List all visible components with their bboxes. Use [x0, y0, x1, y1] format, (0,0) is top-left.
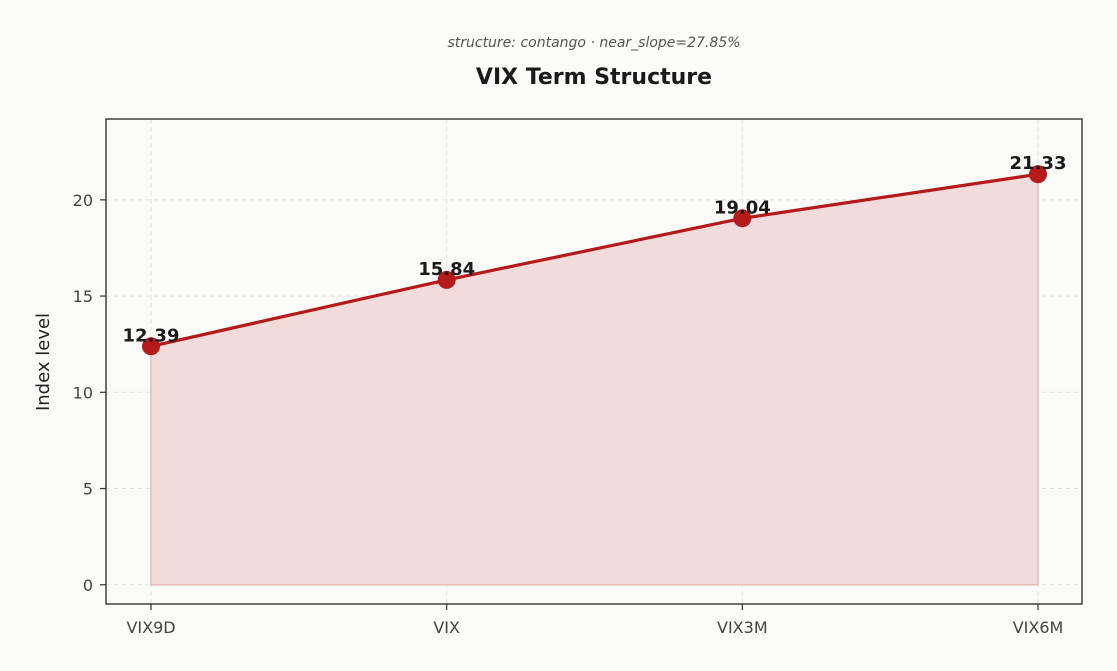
- plot-frame: [105, 118, 1083, 605]
- data-point: [1029, 165, 1047, 184]
- data-label: 15.84: [418, 259, 475, 280]
- chart-subtitle: structure: contango · near_slope=27.85%: [447, 35, 740, 51]
- y-tick-label: 15: [73, 287, 93, 306]
- x-axis: VIX9D VIX VIX3M VIX6M: [126, 604, 1063, 637]
- data-label: 19.04: [714, 197, 771, 218]
- data-point: [437, 270, 456, 289]
- x-tick-label: VIX3M: [717, 618, 768, 637]
- x-tick-label: VIX9D: [126, 618, 175, 637]
- series-line: [150, 172, 1039, 348]
- y-tick-label: 20: [73, 191, 93, 210]
- y-tick-label: 10: [73, 383, 93, 402]
- y-tick-label: 5: [83, 480, 93, 499]
- label-layer: 12.39 15.84 19.04 21.33: [123, 153, 1067, 346]
- data-point: [733, 209, 752, 228]
- area-layer: [150, 173, 1039, 586]
- y-axis: 0 5 10 15 20: [73, 191, 106, 595]
- area-fill: [150, 173, 1039, 586]
- y-tick-label: 0: [83, 576, 93, 595]
- marker-layer: [142, 165, 1047, 356]
- y-axis-label: Index level: [33, 313, 54, 411]
- data-point: [142, 337, 160, 356]
- chart-title: VIX Term Structure: [476, 65, 712, 90]
- x-tick-label: VIX6M: [1013, 618, 1064, 637]
- line-layer: [150, 172, 1039, 348]
- x-tick-label: VIX: [433, 618, 460, 637]
- data-label: 21.33: [1010, 153, 1067, 174]
- data-label: 12.39: [123, 325, 180, 346]
